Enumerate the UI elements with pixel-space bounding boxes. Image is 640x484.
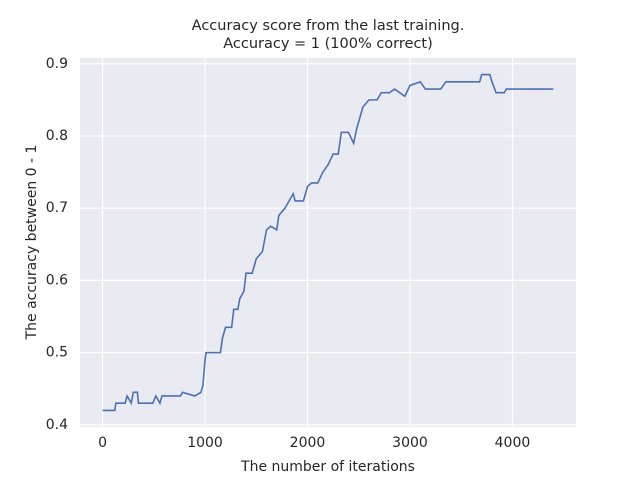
y-tick-label: 0.6 (46, 272, 68, 288)
y-tick-label: 0.9 (46, 56, 68, 72)
plot-area (80, 58, 576, 427)
x-axis-label: The number of iterations (240, 459, 415, 475)
x-tick-label: 3000 (392, 435, 428, 451)
y-axis-label: The accuracy between 0 - 1 (24, 145, 40, 341)
x-tick-label: 4000 (495, 435, 531, 451)
y-tick-label: 0.7 (46, 200, 68, 216)
chart-subtitle: Accuracy = 1 (100% correct) (223, 36, 433, 52)
chart-title: Accuracy score from the last training. (192, 18, 465, 34)
y-tick-label: 0.4 (46, 417, 68, 433)
x-tick-label: 2000 (290, 435, 326, 451)
y-tick-label: 0.8 (46, 128, 68, 144)
y-tick-label: 0.5 (46, 345, 68, 361)
x-tick-label: 0 (98, 435, 107, 451)
data-line (102, 73, 554, 412)
x-tick-label: 1000 (187, 435, 223, 451)
